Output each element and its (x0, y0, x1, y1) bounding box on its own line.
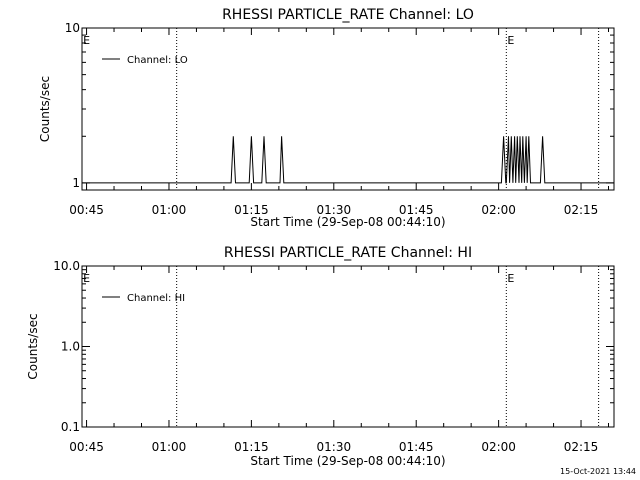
x-tick-label: 01:45 (399, 203, 434, 217)
series-line (82, 136, 614, 184)
x-tick-label: 01:45 (399, 440, 434, 454)
x-tick-label: 01:00 (152, 203, 187, 217)
legend-label: Channel: HI (127, 293, 185, 304)
event-marker-label: E (83, 34, 90, 47)
plot-frame (81, 27, 615, 191)
y-axis-label: Counts/sec (38, 76, 52, 142)
x-axis-label: Start Time (29-Sep-08 00:44:10) (250, 454, 445, 468)
x-tick-label: 00:45 (69, 203, 104, 217)
y-tick-label: 10.0 (53, 259, 80, 273)
event-marker-label: E (507, 34, 514, 47)
x-tick-label: 01:00 (152, 440, 187, 454)
footer-timestamp: 15-Oct-2021 13:44 (560, 467, 636, 476)
x-tick-label: 01:30 (317, 440, 352, 454)
y-tick-label: 0.1 (61, 420, 80, 434)
x-tick-label: 02:15 (564, 440, 599, 454)
plot-frame (81, 265, 615, 428)
x-tick-label: 00:45 (69, 440, 104, 454)
event-marker-label: E (507, 272, 514, 285)
x-tick-label: 01:30 (317, 203, 352, 217)
x-tick-label: 02:00 (481, 440, 516, 454)
chart-title: RHESSI PARTICLE_RATE Channel: LO (222, 7, 474, 23)
x-tick-label: 01:15 (234, 203, 269, 217)
y-axis-label: Counts/sec (26, 313, 40, 379)
x-tick-label: 02:00 (481, 203, 516, 217)
event-marker-label: E (83, 272, 90, 285)
hi-channel-panel: RHESSI PARTICLE_RATE Channel: HI 00:45 01:… (26, 245, 615, 468)
y-tick-label: 10 (65, 21, 80, 35)
y-tick-label: 1.0 (61, 340, 80, 354)
chart-title: RHESSI PARTICLE_RATE Channel: HI (224, 245, 472, 261)
x-axis-label: Start Time (29-Sep-08 00:44:10) (250, 215, 445, 229)
legend-label: Channel: LO (127, 55, 188, 66)
y-tick-label: 1 (72, 176, 80, 190)
x-tick-label: 02:15 (564, 203, 599, 217)
lo-channel-panel: RHESSI PARTICLE_RATE Channel: LO 00:45 01:… (38, 7, 615, 229)
x-tick-label: 01:15 (234, 440, 269, 454)
